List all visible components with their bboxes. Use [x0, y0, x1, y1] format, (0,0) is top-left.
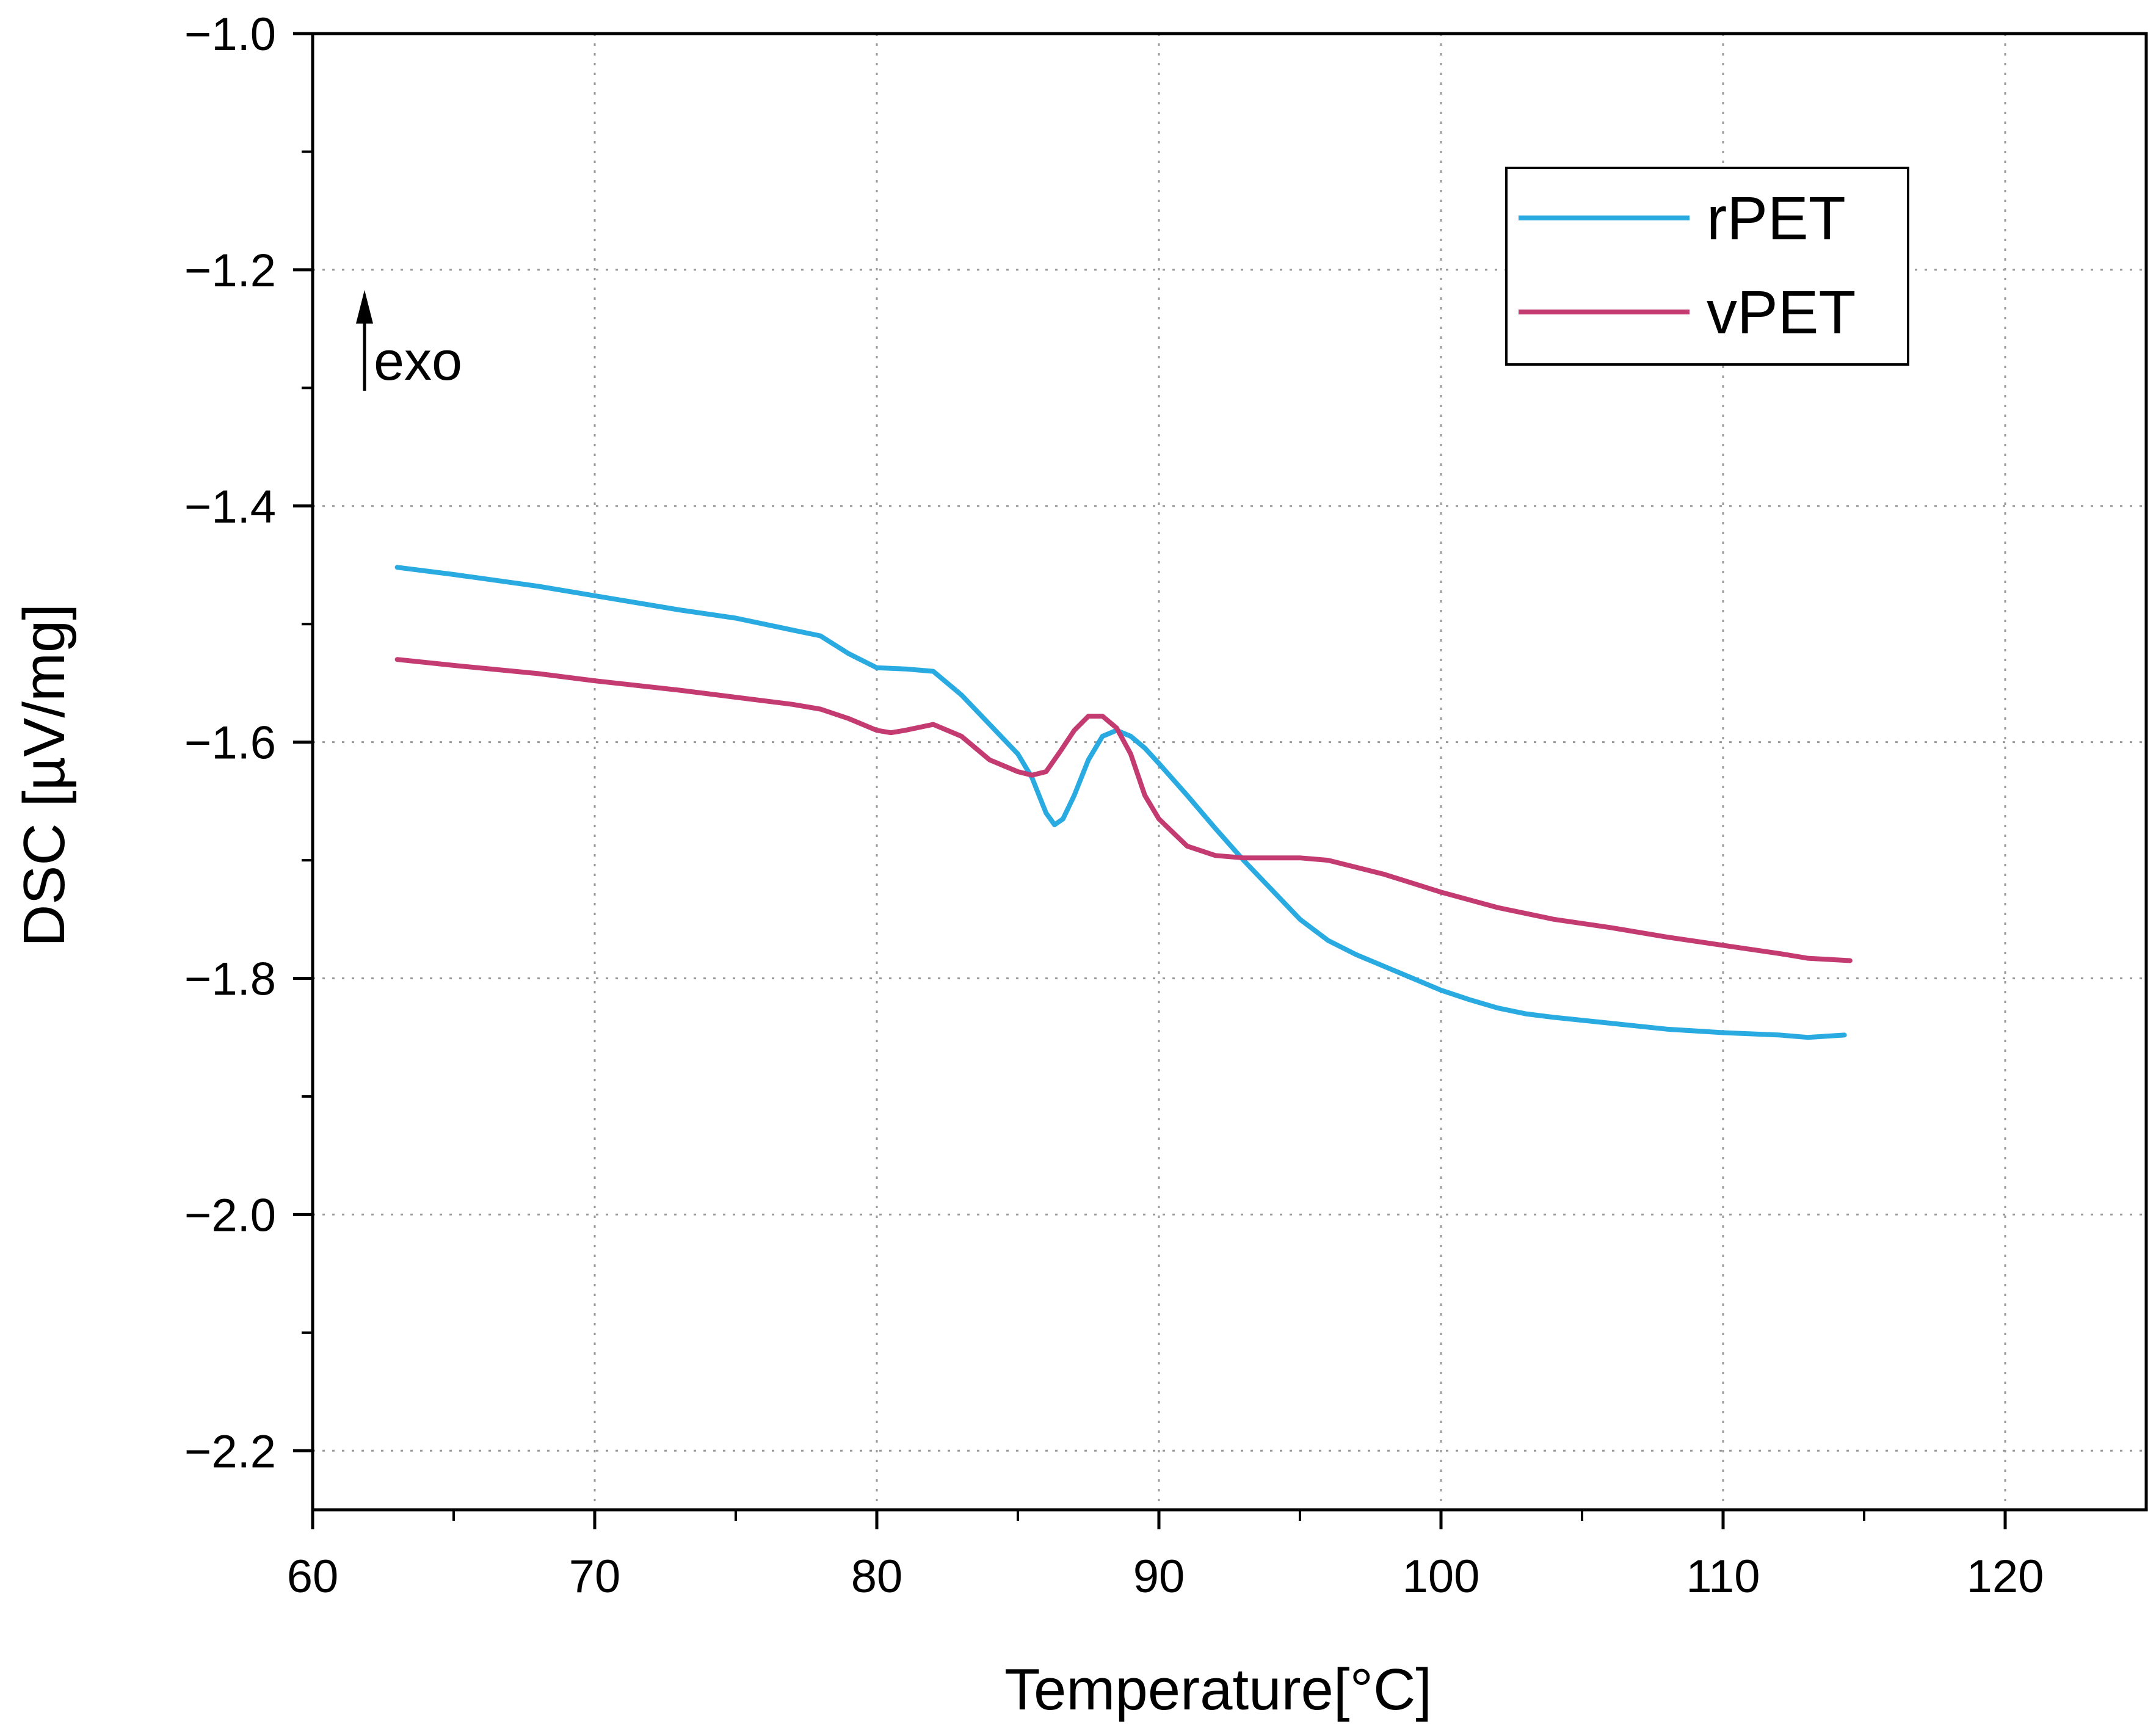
tick-layer: 60 70 80 90 100 110 120 −1.0 −1.2 −1.4 −1.6 −1.8 −2.… [184, 9, 2044, 1603]
series-layer [394, 565, 1853, 1040]
y-tick-label: −1.8 [184, 954, 276, 1006]
x-tick-label: 80 [851, 1551, 903, 1603]
x-tick-label: 100 [1403, 1551, 1480, 1603]
legend-box [1505, 167, 1909, 366]
plot-frame [311, 32, 2148, 1512]
x-tick-label: 60 [287, 1551, 339, 1603]
y-tick-label: −2.2 [184, 1426, 276, 1477]
legend: rPET vPET [1505, 167, 1909, 366]
legend-label-rpet: rPET [1707, 184, 1846, 253]
x-axis-title: Temperature[°C] [1004, 1657, 1432, 1722]
y-tick-label: −1.6 [184, 717, 276, 769]
y-tick-label: −1.0 [184, 9, 276, 60]
legend-label-vpet: vPET [1707, 278, 1856, 347]
y-axis-title: DSC [µV/mg] [12, 604, 77, 947]
exo-arrow-head-icon [356, 290, 373, 324]
y-tick-label: −1.2 [184, 245, 276, 297]
series-line-vpet [394, 657, 1853, 963]
series-line-rpet [394, 565, 1847, 1040]
exo-label: exo [374, 331, 462, 392]
x-tick-label: 120 [1967, 1551, 2044, 1603]
x-tick-label: 110 [1686, 1551, 1760, 1603]
y-tick-label: −1.4 [184, 481, 276, 533]
y-tick-label: −2.0 [184, 1189, 276, 1241]
x-tick-label: 70 [569, 1551, 621, 1603]
exo-annotation: exo [356, 290, 462, 392]
x-tick-label: 90 [1133, 1551, 1185, 1603]
